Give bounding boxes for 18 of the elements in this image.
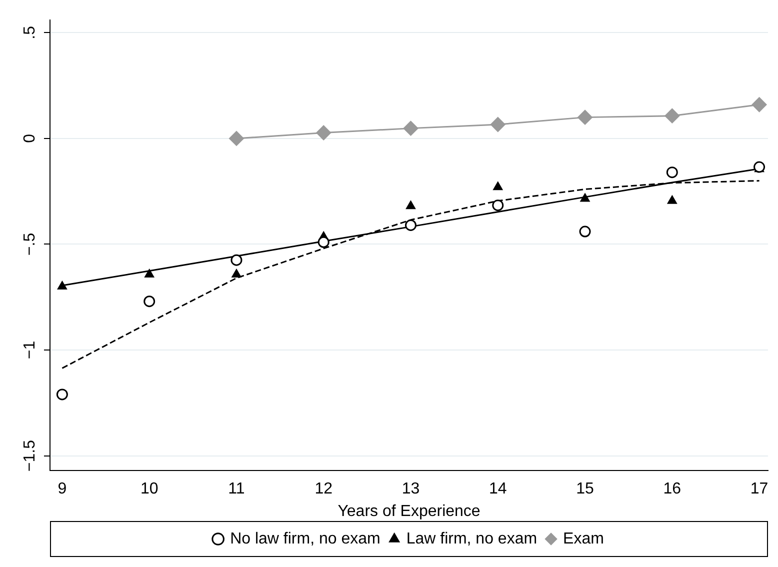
x-tick-label: 15 xyxy=(576,480,594,498)
x-axis-title: Years of Experience xyxy=(338,502,480,520)
x-tick-label: 11 xyxy=(228,480,245,498)
y-tick-label: .5 xyxy=(21,26,38,40)
x-tick-label: 10 xyxy=(140,480,158,498)
x-tick-label: 12 xyxy=(314,480,333,498)
x-tick-label: 13 xyxy=(402,480,420,498)
x-tick-label: 9 xyxy=(58,480,67,498)
legend-label: No law firm, no exam xyxy=(230,530,380,548)
legend-label: Law firm, no exam xyxy=(406,530,538,548)
legend-label: Exam xyxy=(563,530,604,548)
y-tick-label: 0 xyxy=(21,134,38,143)
x-tick-label: 16 xyxy=(663,480,682,498)
x-tick-label: 17 xyxy=(750,480,768,498)
y-tick-label: −1 xyxy=(21,340,38,360)
y-tick-label: −.5 xyxy=(21,232,38,256)
y-tick-label: −1.5 xyxy=(21,440,38,472)
x-tick-label: 14 xyxy=(488,480,507,498)
